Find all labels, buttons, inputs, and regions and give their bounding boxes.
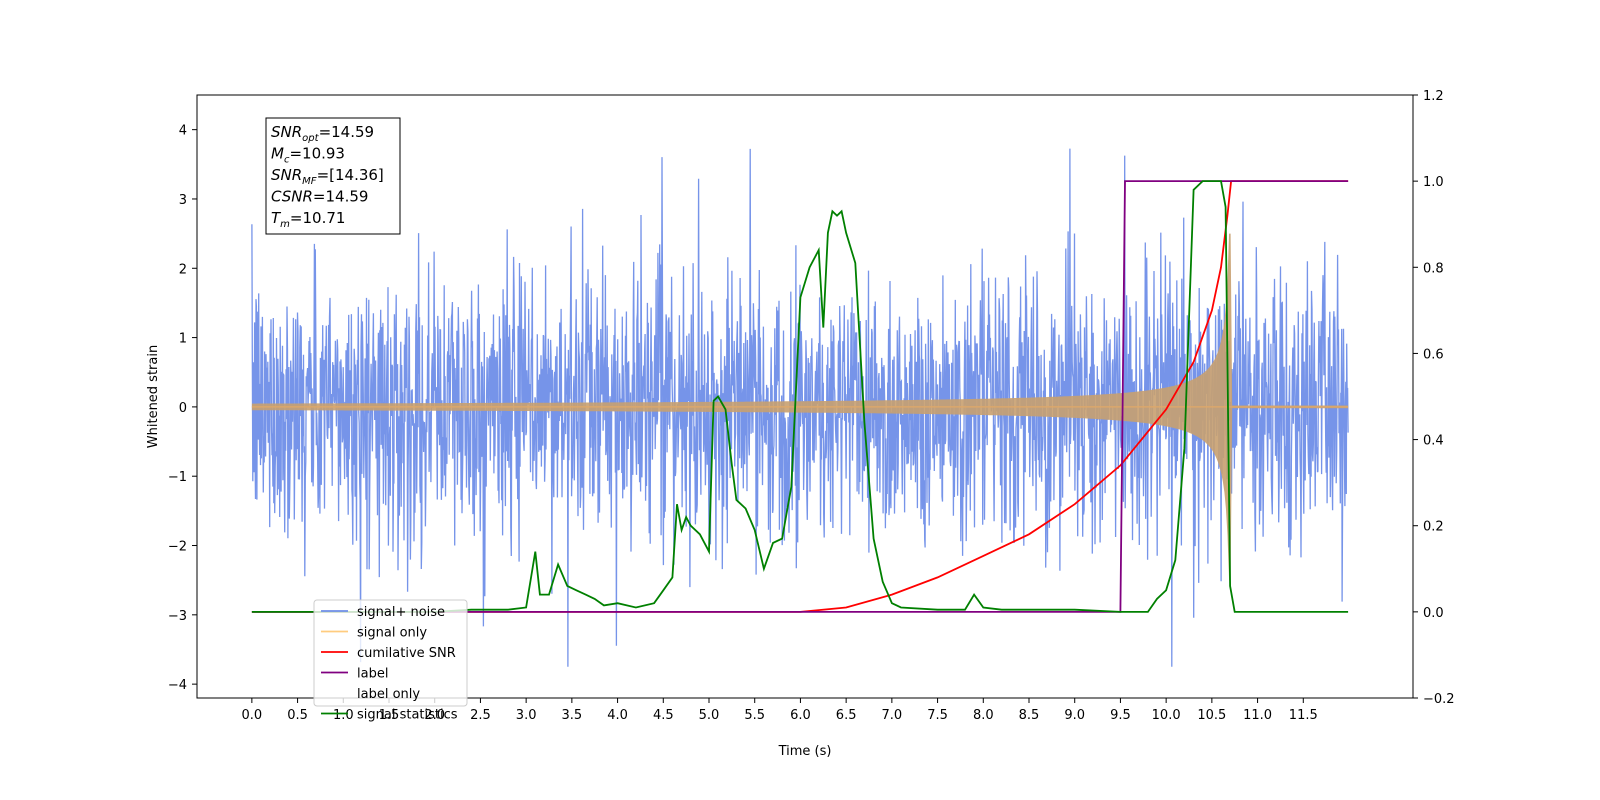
- y-tick-label: 4: [179, 124, 187, 139]
- annotation-line: SNRopt=14.59: [271, 123, 374, 144]
- y2-tick-label: 0.0: [1423, 606, 1444, 621]
- y2-tick-label: 0.6: [1423, 347, 1444, 362]
- y-axis-right: 1.2 1.0 0.8 0.6 0.4 0.2 0.0 −0.2: [1413, 89, 1455, 707]
- x-tick-label: 9.0: [1064, 708, 1085, 723]
- y-axis-left: 4 3 2 1 0 −1 −2 −3 −4: [168, 124, 197, 693]
- x-tick-label: 5.0: [699, 708, 720, 723]
- x-tick-label: 7.0: [882, 708, 903, 723]
- x-tick-label: 4.5: [653, 708, 674, 723]
- series-layer: [251, 148, 1349, 667]
- series-signal-statistics: [251, 180, 1349, 613]
- annotation-line: Tm=10.71: [271, 209, 345, 230]
- x-tick-label: 0.0: [242, 708, 263, 723]
- x-tick-label: 1.5: [379, 708, 400, 723]
- y-tick-label: 0: [179, 401, 187, 416]
- x-tick-label: 10.5: [1197, 708, 1226, 723]
- legend-label: label only: [357, 687, 420, 702]
- x-tick-label: 6.0: [790, 708, 811, 723]
- y-axis-label: Whitened strain: [146, 345, 161, 448]
- x-tick-label: 6.5: [836, 708, 857, 723]
- series-label: [251, 180, 1349, 613]
- legend-item: label only: [357, 687, 420, 702]
- x-axis: 0.0 0.5 1.0 1.5 2.0 2.5 3.0 3.5 4.0 4.5 5.0 5.5 6.0 6…: [242, 698, 1318, 723]
- x-axis-label: Time (s): [778, 744, 832, 759]
- annotation-line: CSNR=14.59: [271, 188, 368, 206]
- x-tick-label: 1.0: [333, 708, 354, 723]
- x-tick-label: 5.5: [744, 708, 765, 723]
- legend-item: signal statistics: [321, 708, 458, 723]
- y2-tick-label: 1.0: [1423, 175, 1444, 190]
- legend-label: signal statistics: [357, 708, 458, 723]
- y2-tick-label: −0.2: [1423, 692, 1455, 707]
- series-cumilative-snr: [251, 180, 1349, 613]
- legend: signal+ noise signal only cumilative SNR la…: [313, 599, 468, 723]
- legend-item: signal+ noise: [321, 605, 445, 620]
- legend-label: cumilative SNR: [357, 646, 456, 661]
- series-signal-plus-noise: [251, 148, 1349, 667]
- y2-tick-label: 0.2: [1423, 520, 1444, 535]
- x-tick-label: 8.5: [1019, 708, 1040, 723]
- legend-label: signal only: [357, 626, 427, 641]
- y2-tick-label: 0.8: [1423, 261, 1444, 276]
- x-tick-label: 11.0: [1243, 708, 1272, 723]
- legend-frame: [313, 599, 468, 707]
- y-tick-label: −2: [168, 540, 187, 555]
- y-tick-label: 1: [179, 332, 187, 347]
- legend-label: signal+ noise: [357, 605, 445, 620]
- x-tick-label: 7.5: [927, 708, 948, 723]
- legend-label: label: [357, 667, 388, 682]
- x-tick-label: 3.5: [562, 708, 583, 723]
- x-tick-label: 4.0: [607, 708, 628, 723]
- x-tick-label: 2.0: [424, 708, 445, 723]
- y-tick-label: 2: [179, 262, 187, 277]
- annotation-frame: [265, 117, 401, 235]
- x-tick-label: 9.5: [1110, 708, 1131, 723]
- y2-tick-label: 0.4: [1423, 434, 1444, 449]
- y-tick-label: −3: [168, 609, 187, 624]
- y2-tick-label: 1.2: [1423, 89, 1444, 104]
- y-tick-label: −1: [168, 470, 187, 485]
- x-tick-label: 10.0: [1152, 708, 1181, 723]
- legend-item: cumilative SNR: [321, 646, 456, 661]
- y-tick-label: −4: [168, 678, 187, 693]
- annotation-line: SNRMF=[14.36]: [271, 166, 384, 187]
- y-tick-label: 3: [179, 193, 187, 208]
- legend-item: signal only: [321, 626, 427, 641]
- annotation-box: SNRopt=14.59Mc=10.93SNRMF=[14.36]CSNR=14…: [265, 117, 401, 235]
- x-tick-label: 2.5: [470, 708, 491, 723]
- x-tick-label: 3.0: [516, 708, 537, 723]
- x-tick-label: 11.5: [1289, 708, 1318, 723]
- plot-frame: [196, 94, 1414, 699]
- x-tick-label: 0.5: [287, 708, 308, 723]
- annotation-line: Mc=10.93: [271, 145, 345, 166]
- x-tick-label: 8.0: [973, 708, 994, 723]
- legend-item: label: [321, 667, 388, 682]
